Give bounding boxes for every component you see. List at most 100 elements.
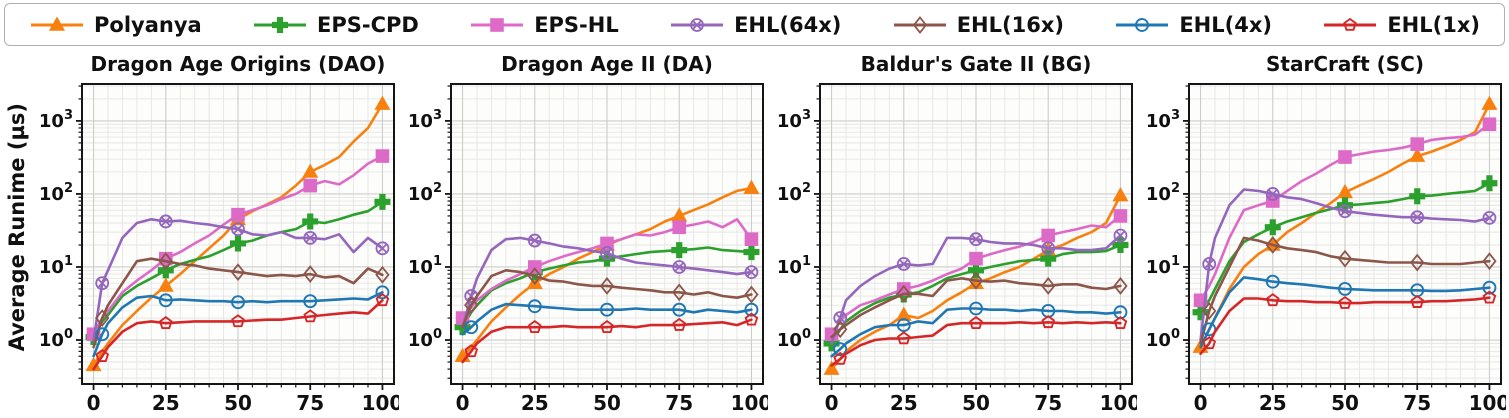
legend-pentagon-marker-icon <box>1324 17 1377 31</box>
diamond-marker-icon <box>230 263 246 282</box>
square-marker-icon <box>1338 150 1352 164</box>
triangle-marker-icon <box>374 95 391 110</box>
grid-major <box>82 84 394 384</box>
circle-marker-icon <box>969 301 983 316</box>
triangle-marker-icon <box>302 163 319 178</box>
circle-x-marker-icon <box>835 313 846 323</box>
series-line-ehl-16x <box>830 277 1122 339</box>
legend-item-ehl-64x: EHL(64x) <box>669 11 841 39</box>
y-axis-label-wrap: Average Runime (µs) <box>3 50 30 414</box>
legend-item-eps-hl: EPS-HL <box>469 11 619 39</box>
circle-x-marker-icon <box>303 231 318 245</box>
x-tick-label: 75 <box>296 391 324 414</box>
square-marker-icon <box>1041 228 1056 243</box>
circle-marker-icon <box>231 295 245 310</box>
series-markers-ehl-4x <box>833 301 1128 357</box>
pentagon-marker-icon <box>969 316 983 329</box>
circle-x-marker-icon <box>969 232 983 247</box>
charts-row: Average Runime (µs) 0 25 50 75 100 100 101 102 1… <box>3 50 1509 415</box>
series-line-ehl-16x <box>92 257 384 349</box>
legend-diamond-marker-icon <box>893 15 946 34</box>
triangle-marker-icon <box>85 356 102 372</box>
pentagon-marker-icon <box>1410 294 1425 308</box>
circle-x-marker-icon <box>1338 204 1352 219</box>
series-line-polyanya <box>461 186 753 358</box>
square-marker-icon <box>231 207 245 222</box>
plus-marker-icon <box>1264 219 1281 236</box>
y-tick-label: 102 <box>408 181 442 205</box>
legend-label: Polyanya <box>94 12 202 37</box>
circle-marker-icon <box>744 302 759 317</box>
pentagon-marker-icon <box>896 331 911 345</box>
y-tick-label: 102 <box>1146 181 1180 205</box>
series-markers-ehl-1x <box>464 312 759 358</box>
series-line-eps-cpd <box>92 200 384 339</box>
circle-x-marker-icon <box>1041 241 1056 256</box>
series-line-ehl-64x <box>1199 188 1491 342</box>
circle-x-marker-icon <box>744 265 759 280</box>
ticks <box>1183 85 1491 390</box>
legend-label: EHL(16x) <box>956 12 1064 37</box>
x-tick-label: 75 <box>665 391 693 414</box>
series-markers-ehl-64x <box>1202 187 1497 271</box>
triangle-marker-icon <box>1337 183 1353 199</box>
circle-marker-icon <box>527 299 542 314</box>
series-line-ehl-64x <box>461 236 753 329</box>
pentagon-marker-icon <box>303 309 318 323</box>
circle-x-marker-icon <box>95 276 110 291</box>
series-line-ehl-4x <box>830 307 1122 358</box>
square-marker-icon <box>600 236 614 251</box>
series-line-ehl-64x <box>92 218 384 342</box>
circle-marker-icon <box>896 318 911 333</box>
y-tick-label: 100 <box>39 327 73 351</box>
pentagon-marker-icon <box>1265 293 1280 307</box>
circle-x-marker-icon <box>1265 187 1280 201</box>
circle-x-marker-icon <box>690 17 704 32</box>
circle-marker-icon <box>1482 280 1497 295</box>
x-tick-label: 50 <box>962 391 990 414</box>
x-tick-label: 100 <box>1469 391 1506 414</box>
y-axis-label: Average Runime (µs) <box>4 102 29 352</box>
y-tick-label: 100 <box>1146 327 1180 351</box>
pentagon-marker-icon <box>833 351 848 365</box>
triangle-marker-icon <box>823 360 840 375</box>
chart-panel-bg: 0 25 50 75 100 100 101 102 103 Baldur's Gate II (… <box>768 50 1141 415</box>
ticks <box>445 85 753 390</box>
triangle-marker-icon <box>49 16 65 31</box>
x-tick-label: 100 <box>731 391 768 414</box>
circle-x-marker-icon <box>1204 259 1215 269</box>
circle-x-marker-icon <box>692 19 702 30</box>
series-group <box>454 179 760 364</box>
triangle-marker-icon <box>743 179 760 194</box>
square-marker-icon <box>527 260 542 274</box>
circle-x-marker-icon <box>529 235 540 246</box>
square-marker-icon <box>672 220 687 235</box>
x-tick-label: 25 <box>890 391 918 414</box>
plus-marker-icon <box>671 242 688 259</box>
x-tick-label: 100 <box>362 391 399 414</box>
x-tick-label: 0 <box>1194 391 1208 414</box>
circle-marker-icon <box>1265 274 1280 289</box>
series-line-ehl-1x <box>1199 296 1491 355</box>
series-line-ehl-1x <box>830 321 1122 367</box>
x-tick-label: 100 <box>1100 391 1137 414</box>
legend-item-ehl-16x: EHL(16x) <box>892 11 1064 39</box>
circle-marker-icon <box>1135 17 1150 32</box>
x-tick-label: 25 <box>1259 391 1287 414</box>
circle-marker-icon <box>1338 282 1352 296</box>
series-line-eps-hl <box>461 218 753 320</box>
circle-x-marker-icon <box>305 233 316 243</box>
series-markers-eps-hl <box>824 209 1128 342</box>
circle-x-marker-icon <box>600 246 614 260</box>
ticks <box>814 85 1122 390</box>
series-markers-ehl-64x <box>95 214 390 291</box>
series-markers-eps-hl <box>86 149 390 342</box>
pentagon-marker-icon <box>1113 316 1128 329</box>
diamond-marker-icon <box>1337 249 1353 268</box>
legend-label: EHL(1x) <box>1387 12 1480 37</box>
circle-x-marker-icon <box>971 234 981 245</box>
diamond-marker-icon <box>158 252 173 271</box>
diamond-marker-icon <box>1041 277 1056 295</box>
chart-title: Baldur's Gate II (BG) <box>861 52 1092 76</box>
